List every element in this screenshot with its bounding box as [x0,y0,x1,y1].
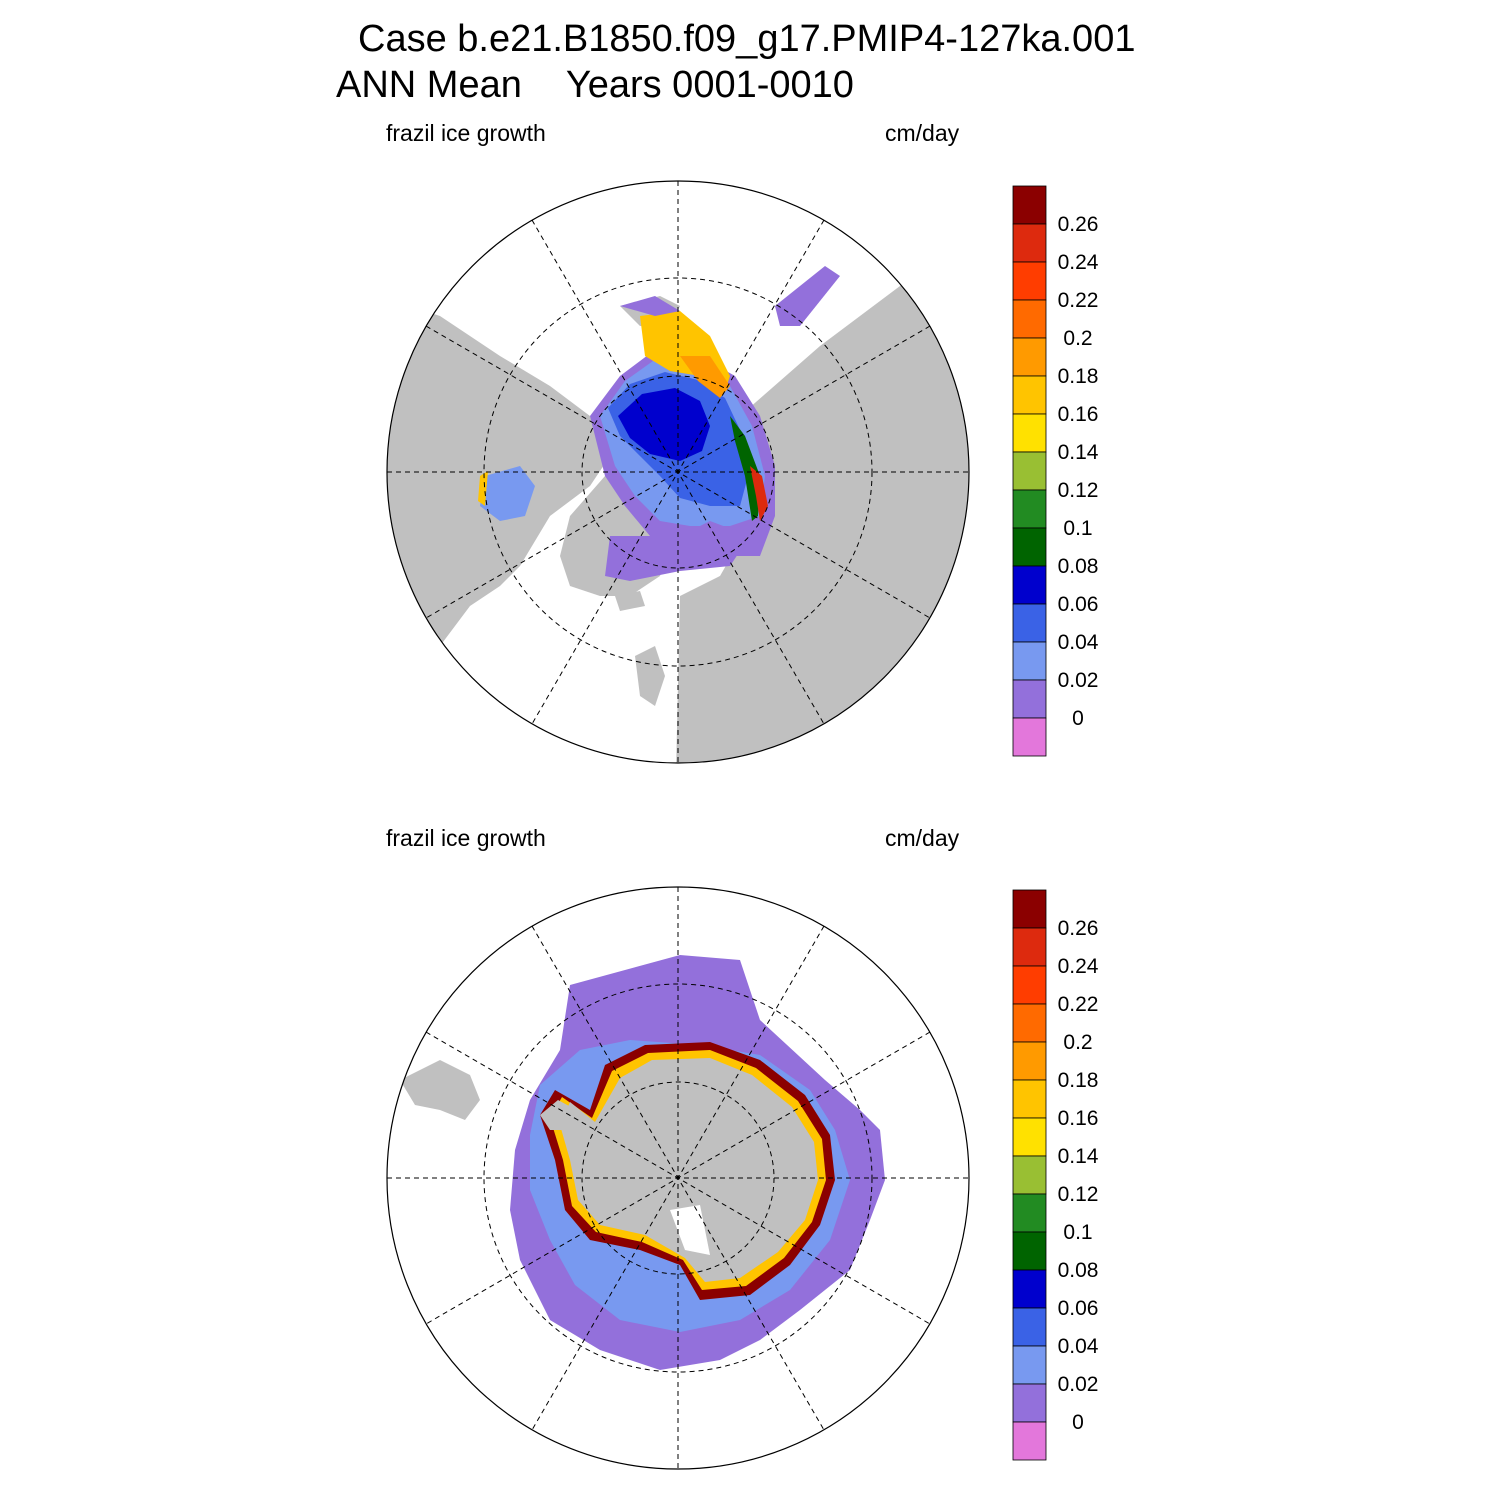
colorbar-north-label: 0.18 [1058,365,1099,388]
colorbar-north-label: 0.02 [1058,669,1099,692]
colorbar-north-label: 0.2 [1063,327,1092,350]
north-land-iceland [615,591,645,611]
colorbar-south-swatch [1012,1345,1047,1385]
colorbar-south-label: 0.26 [1058,917,1099,940]
colorbar-north-label: 0.14 [1058,441,1099,464]
north-land-northamerica [387,296,610,646]
colorbar-north-swatch [1012,717,1047,757]
north-hudson-edge [478,471,488,506]
colorbar-north: 0.26 0.24 0.22 0.2 0.18 0.16 0.14 0.12 0.1 0.08 0.… [1012,185,1099,757]
colorbar-south-swatch [1012,889,1047,929]
panel-north-variable: frazil ice growth [386,120,546,146]
colorbar-north-swatch [1012,603,1047,643]
north-ice-darkblue [618,388,710,461]
north-ice-edge-red [750,466,768,521]
colorbar-north-swatch [1012,527,1047,567]
north-land-uk [635,646,665,706]
colorbar-north-label: 0.08 [1058,555,1099,578]
colorbar-south-swatch [1012,1155,1047,1195]
colorbar-north-label: 0.24 [1058,251,1099,274]
colorbar-south-label: 0.1 [1063,1221,1092,1244]
colorbar-south-label: 0.06 [1058,1297,1099,1320]
north-hudson-bay [480,466,535,521]
figure-title-case: Case b.e21.B1850.f09_g17.PMIP4-127ka.001 [358,18,1136,60]
colorbar-south-label: 0.22 [1058,993,1099,1016]
colorbar-south-swatch [1012,1117,1047,1157]
north-polar-map [386,180,970,764]
north-land-scandinavia [685,576,750,716]
colorbar-south-swatch [1012,965,1047,1005]
colorbar-south-swatch [1012,1079,1047,1119]
colorbar-north-swatch [1012,223,1047,263]
years-label: Years 0001-0010 [565,64,854,106]
colorbar-north-swatch [1012,375,1047,415]
panel-south-variable: frazil ice growth [386,825,546,851]
colorbar-south-label: 0.04 [1058,1335,1099,1358]
colorbar-south-swatch [1012,1003,1047,1043]
south-land-antarctica [560,1058,818,1282]
colorbar-south-label: 0.02 [1058,1373,1099,1396]
north-bering-ice [775,266,840,326]
colorbar-north-swatch [1012,185,1047,225]
south-land-southamerica [400,1060,480,1120]
south-ross-ice-shelf [670,1205,710,1255]
colorbar-south-label: 0.24 [1058,955,1099,978]
colorbar-south-label: 0.12 [1058,1183,1099,1206]
colorbar-north-label: 0.04 [1058,631,1099,654]
colorbar-north-swatch [1012,565,1047,605]
colorbar-south-label: 0.16 [1058,1107,1099,1130]
colorbar-south-label: 0.18 [1058,1069,1099,1092]
colorbar-north-swatch [1012,413,1047,453]
south-land-peninsula [540,1100,580,1130]
colorbar-north-label: 0.26 [1058,213,1099,236]
colorbar-north-swatch [1012,261,1047,301]
north-okhotsk-ice [620,296,680,316]
colorbar-south-swatch [1012,1041,1047,1081]
colorbar-south-swatch [1012,1421,1047,1461]
north-ice-edge-green [730,416,760,521]
colorbar-north-swatch [1012,451,1047,491]
colorbar-south-label: 0.08 [1058,1259,1099,1282]
colorbar-south: 0.26 0.24 0.22 0.2 0.18 0.16 0.14 0.12 0.1 0.08 0.… [1012,889,1099,1461]
colorbar-south-swatch [1012,1307,1047,1347]
north-ice-orange [680,356,730,398]
colorbar-north-swatch [1012,679,1047,719]
colorbar-north-label: 0.12 [1058,479,1099,502]
north-land-siberia [740,256,969,526]
south-polar-map [386,886,970,1470]
panel-north-units: cm/day [885,120,960,146]
colorbar-south-swatch [1012,1231,1047,1271]
colorbar-south-label: 0 [1072,1411,1084,1434]
figure-title-period: ANN Mean Years 0001-0010 [336,64,854,107]
colorbar-north-label: 0.16 [1058,403,1099,426]
panel-south-units: cm/day [885,825,960,851]
colorbar-south-swatch [1012,1269,1047,1309]
colorbar-north-label: 0.06 [1058,593,1099,616]
colorbar-south-label: 0.2 [1063,1031,1092,1054]
colorbar-north-label: 0.1 [1063,517,1092,540]
colorbar-north-swatch [1012,641,1047,681]
colorbar-north-label: 0 [1072,707,1084,730]
colorbar-north-label: 0.22 [1058,289,1099,312]
colorbar-north-swatch [1012,489,1047,529]
colorbar-south-label: 0.14 [1058,1145,1099,1168]
colorbar-south-swatch [1012,927,1047,967]
colorbar-north-swatch [1012,299,1047,339]
colorbar-north-swatch [1012,337,1047,377]
colorbar-south-swatch [1012,1193,1047,1233]
colorbar-south-swatch [1012,1383,1047,1423]
season-label: ANN Mean [336,64,522,106]
